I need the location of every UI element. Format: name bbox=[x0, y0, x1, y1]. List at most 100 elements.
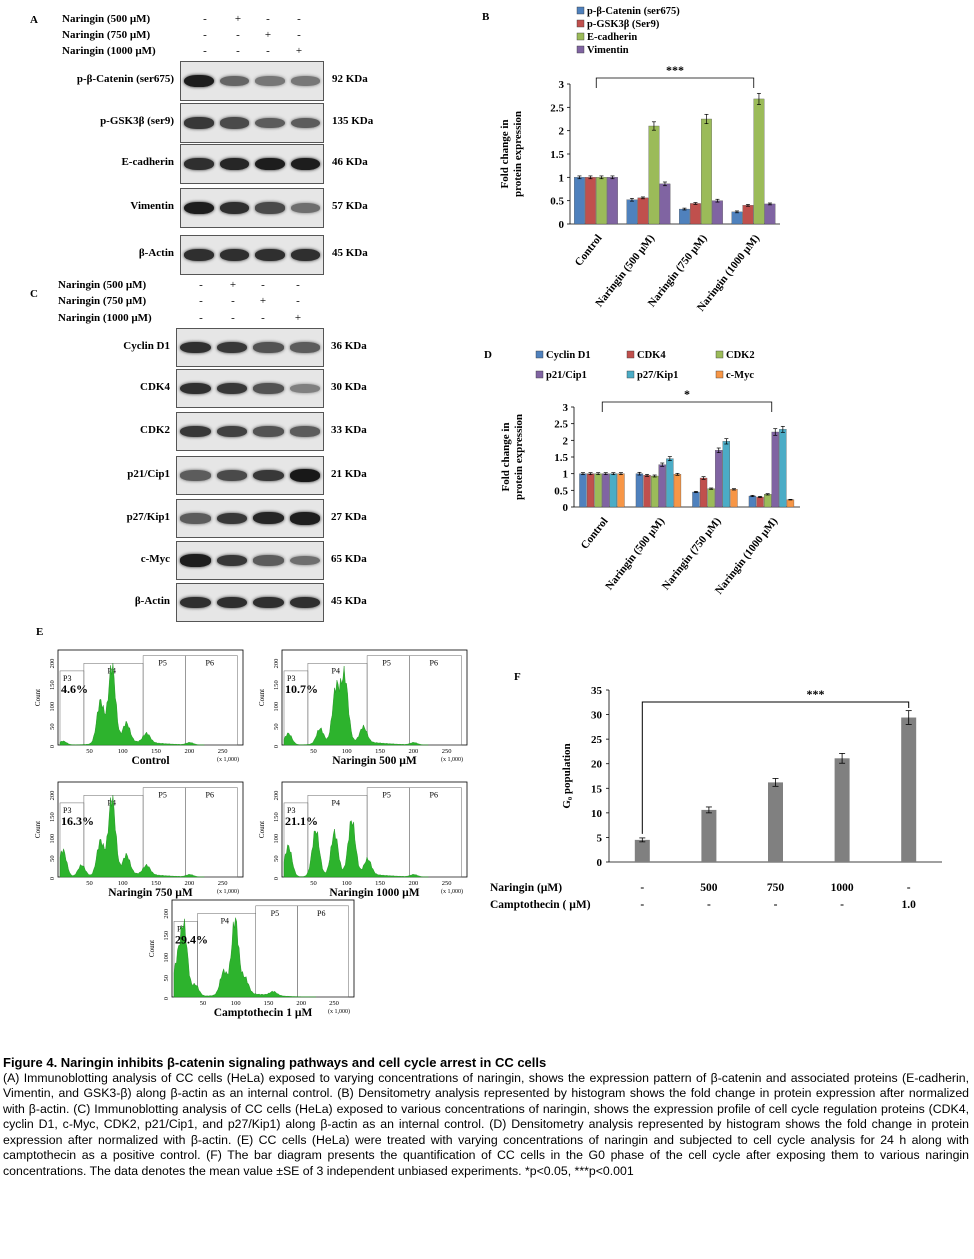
y-axis-label: Count bbox=[34, 689, 42, 706]
x-tick-label: 150 bbox=[151, 748, 161, 755]
protein-band bbox=[290, 117, 320, 129]
bar bbox=[756, 496, 764, 508]
histogram-title: Naringin 500 µM bbox=[332, 755, 417, 767]
x-tick-label: 50 bbox=[310, 748, 317, 755]
y-tick-label: 35 bbox=[591, 685, 603, 697]
legend-entry: CDK2 bbox=[726, 350, 755, 361]
histogram-trace bbox=[173, 917, 317, 998]
x-tick-label: 150 bbox=[264, 1000, 274, 1007]
blot-membrane bbox=[176, 412, 324, 451]
treatment-row-value: - bbox=[840, 899, 844, 911]
protein-band bbox=[290, 157, 320, 171]
histogram-title: Naringin 1000 µM bbox=[329, 887, 419, 899]
g0-percentage: 29.4% bbox=[175, 933, 208, 947]
y-tick-label: 200 bbox=[49, 659, 56, 669]
gate-label: P5 bbox=[158, 791, 166, 800]
x-unit-label: (x 1,000) bbox=[441, 756, 463, 763]
bar bbox=[648, 125, 660, 225]
panel-a-western-blot: Naringin (500 µM) - + - - Naringin (750 µM) - -… bbox=[0, 0, 480, 275]
treatment-row-value: - bbox=[640, 882, 644, 894]
bar bbox=[585, 177, 596, 225]
gate-box bbox=[185, 655, 238, 746]
x-tick-label: Naringin (1000 µM) bbox=[713, 515, 780, 597]
protein-band bbox=[289, 512, 320, 525]
x-tick-label: 150 bbox=[151, 880, 161, 887]
y-axis-label: Count bbox=[258, 821, 266, 838]
protein-band bbox=[219, 157, 249, 171]
bar bbox=[666, 458, 674, 508]
gate-label: P4 bbox=[108, 798, 116, 807]
caption-body: (A) Immunoblotting analysis of CC cells … bbox=[3, 1070, 969, 1178]
histogram-frame bbox=[57, 649, 244, 746]
molecular-weight: 57 KDa bbox=[332, 200, 368, 212]
y-tick-label: 0 bbox=[49, 877, 56, 880]
bar bbox=[650, 475, 659, 508]
protein-band bbox=[253, 555, 284, 566]
histogram-frame bbox=[281, 649, 468, 746]
protein-band bbox=[180, 425, 211, 438]
significance-bracket bbox=[641, 701, 910, 834]
y-axis-label-line: Fold change in bbox=[499, 119, 511, 188]
treatment-sign: - bbox=[296, 295, 300, 307]
y-tick-label: 100 bbox=[273, 702, 280, 712]
y-tick-label: 2 bbox=[563, 435, 569, 447]
legend-entry: c-Myc bbox=[726, 370, 754, 381]
treatment-label: Naringin (1000 µM) bbox=[62, 45, 156, 57]
blot-membrane bbox=[180, 144, 324, 184]
gate-label: P5 bbox=[382, 659, 390, 668]
blot-membrane bbox=[176, 369, 324, 408]
protein-band bbox=[180, 513, 211, 524]
treatment-sign: - bbox=[261, 312, 265, 324]
histogram-trace bbox=[283, 665, 429, 746]
gate-label: P5 bbox=[158, 659, 166, 668]
bar bbox=[658, 464, 666, 508]
panel-letter: D bbox=[484, 349, 492, 361]
significance-marker: *** bbox=[807, 687, 825, 701]
protein-band bbox=[253, 383, 284, 394]
bar bbox=[699, 477, 708, 508]
treatment-sign: + bbox=[259, 295, 267, 307]
molecular-weight: 46 KDa bbox=[332, 156, 368, 168]
treatment-sign: + bbox=[264, 29, 272, 41]
protein-band bbox=[219, 75, 249, 87]
gate-label: P6 bbox=[430, 659, 438, 668]
protein-band bbox=[219, 201, 249, 215]
histogram-title: Naringin 750 µM bbox=[108, 887, 193, 899]
protein-band bbox=[253, 512, 284, 525]
bar bbox=[679, 208, 690, 225]
protein-band bbox=[184, 74, 214, 88]
y-axis-label: Count bbox=[258, 689, 266, 706]
protein-band bbox=[219, 248, 249, 262]
treatment-sign: - bbox=[266, 45, 270, 57]
legend-swatch bbox=[535, 350, 544, 359]
protein-band bbox=[216, 341, 247, 354]
y-tick-label: 50 bbox=[163, 975, 170, 982]
x-tick-label: 100 bbox=[342, 748, 352, 755]
y-tick-label: 50 bbox=[49, 855, 56, 862]
treatment-sign: - bbox=[297, 29, 301, 41]
y-tick-label: 200 bbox=[49, 791, 56, 801]
x-tick-label: 200 bbox=[184, 748, 194, 755]
bar bbox=[692, 491, 700, 508]
legend-entry: Vimentin bbox=[587, 45, 629, 56]
treatment-sign: + bbox=[229, 279, 237, 291]
treatment-sign: - bbox=[199, 279, 203, 291]
bar bbox=[707, 488, 715, 508]
treatment-sign: - bbox=[297, 13, 301, 25]
y-tick-label: 0 bbox=[273, 745, 280, 748]
protein-band bbox=[180, 596, 211, 609]
gate-label: P3 bbox=[63, 674, 71, 683]
legend-swatch bbox=[626, 370, 635, 379]
blot-membrane bbox=[176, 499, 324, 538]
treatment-row-label: Camptothecin ( µM) bbox=[490, 899, 591, 911]
treatment-sign: - bbox=[236, 29, 240, 41]
bar bbox=[602, 473, 610, 508]
bar bbox=[768, 782, 783, 862]
blot-label: E-cadherin bbox=[121, 156, 174, 168]
blot-membrane bbox=[176, 583, 324, 622]
y-tick-label: 50 bbox=[273, 855, 280, 862]
molecular-weight: 21 KDa bbox=[331, 467, 367, 480]
molecular-weight: 65 KDa bbox=[331, 552, 367, 565]
blot-membrane bbox=[180, 61, 324, 101]
blot-label: β-Actin bbox=[134, 594, 170, 607]
